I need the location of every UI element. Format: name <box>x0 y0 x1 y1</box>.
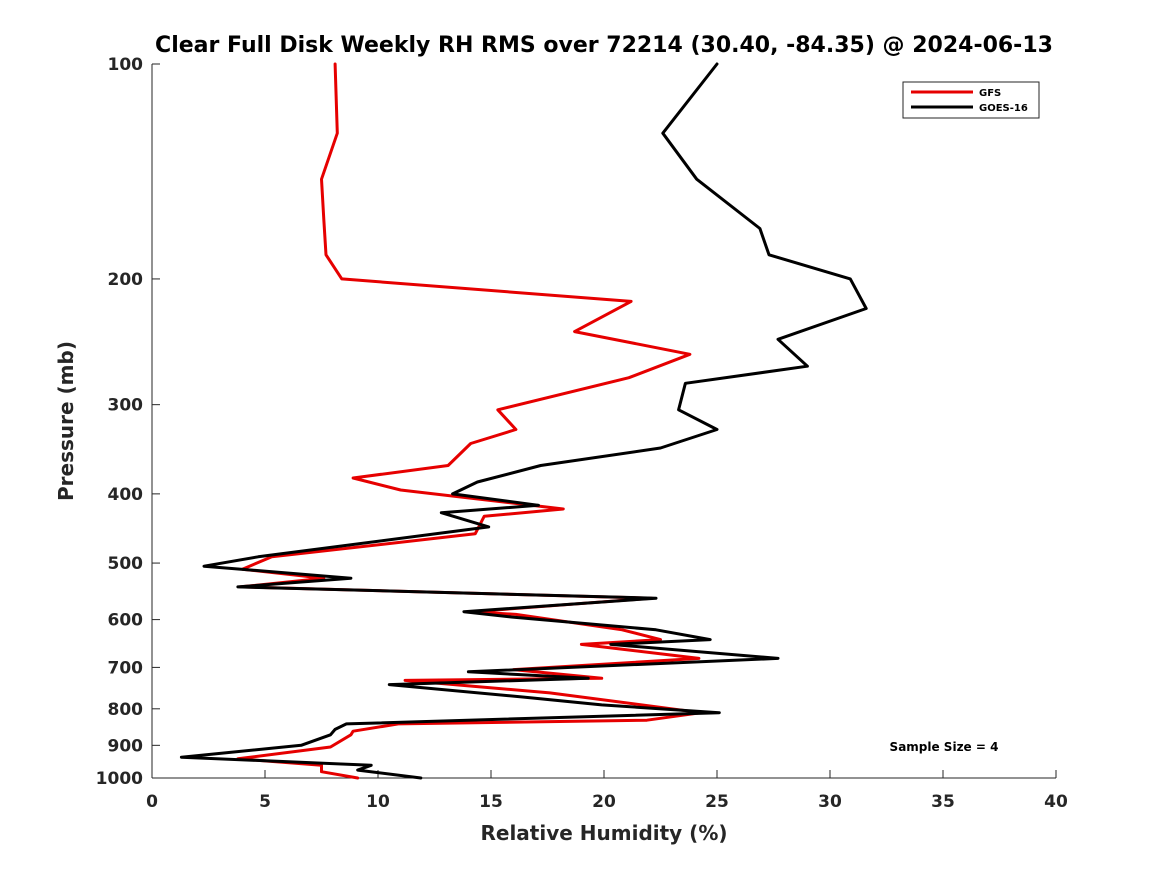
legend-label-goes-16: GOES-16 <box>979 103 1028 114</box>
y-axis-label: Pressure (mb) <box>54 341 78 501</box>
legend-box <box>902 81 1040 119</box>
legend-label-gfs: GFS <box>979 88 1001 99</box>
sample-size-annotation: Sample Size = 4 <box>890 740 999 754</box>
x-axis-label: Relative Humidity (%) <box>480 821 727 845</box>
x-tick-label: 15 <box>479 792 503 812</box>
x-tick-label: 0 <box>146 792 158 812</box>
axes: 0 5 10 15 20 25 30 35 40 100 200 300 400 500 600 700 800… <box>96 55 1068 812</box>
y-tick-label: 300 <box>108 396 144 416</box>
x-tick-label: 20 <box>592 792 616 812</box>
y-tick-label: 1000 <box>96 769 143 789</box>
y-tick-label: 600 <box>108 611 144 631</box>
legend: GFS GOES-16 <box>902 81 1040 119</box>
y-tick-label: 900 <box>108 736 144 756</box>
y-tick-label: 700 <box>108 658 144 678</box>
x-tick-label: 5 <box>259 792 271 812</box>
y-tick-label: 200 <box>108 270 144 290</box>
y-tick-label: 400 <box>108 485 144 505</box>
x-tick-label: 30 <box>818 792 842 812</box>
y-tick-label: 800 <box>108 700 144 720</box>
y-tick-label: 500 <box>108 554 144 574</box>
x-tick-label: 40 <box>1044 792 1068 812</box>
chart-title: Clear Full Disk Weekly RH RMS over 72214… <box>155 33 1053 58</box>
series-line-goes-16 <box>179 62 868 780</box>
x-tick-label: 35 <box>931 792 955 812</box>
series-lines <box>179 62 868 780</box>
x-tick-label: 10 <box>366 792 390 812</box>
x-tick-label: 25 <box>705 792 729 812</box>
y-tick-label: 100 <box>108 55 144 75</box>
